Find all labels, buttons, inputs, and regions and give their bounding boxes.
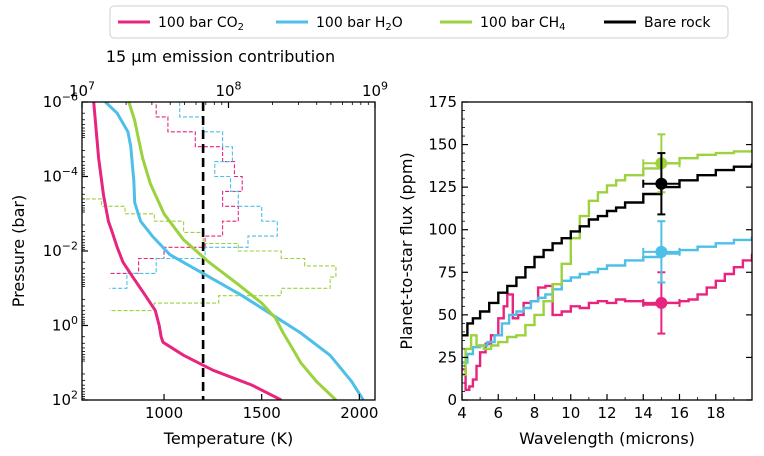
data-point [655,245,668,258]
legend-box [109,5,729,39]
y-tick-label: 150 [428,136,457,154]
x-tick-label: 6 [493,404,503,422]
data-point [655,296,668,309]
y-tick-label: 175 [428,93,457,111]
y-tick-label: 102 [52,388,78,409]
x-tick-label: 8 [530,404,540,422]
x-tick-label: 16 [670,404,689,422]
y-tick-label: 100 [428,221,457,239]
y-tick-label: 100 [52,314,78,335]
x-tick-label: 14 [634,404,653,422]
legend-label: 100 bar CO2 [158,15,244,33]
data-point [655,177,668,190]
y-tick-label: 10−2 [43,239,78,260]
x-tick-label: 2000 [340,404,378,422]
right-plot-frame [461,101,753,401]
y-tick-label: 75 [438,263,457,281]
y-tick-label: 125 [428,178,457,196]
x-axis-label: Temperature (K) [163,429,293,448]
spectrum-line [462,149,752,376]
y-tick-label: 25 [438,348,457,366]
top-tick-label: 108 [215,79,241,100]
spectrum-line [462,236,752,364]
tp-profile-line [92,102,282,400]
legend-label: 100 bar H2O [316,15,403,33]
legend-label: Bare rock [644,15,711,31]
y-tick-label: 10−6 [43,90,78,111]
tp-profile-line [104,102,365,400]
x-tick-label: 1000 [145,404,183,422]
spectrum-line [462,253,752,391]
y-axis-label: Pressure (bar) [9,195,28,307]
y-tick-label: 50 [438,306,457,324]
y-axis-label: Planet-to-star flux (ppm) [397,152,416,349]
y-tick-label: 0 [447,391,457,409]
contribution-function-line [109,102,278,289]
x-tick-label: 12 [597,404,616,422]
x-axis-label: Wavelength (microns) [519,429,695,448]
x-tick-label: 4 [457,404,467,422]
x-tick-label: 1500 [243,404,281,422]
x-tick-label: 18 [706,404,725,422]
tp-profile-line [127,102,337,400]
top-tick-label: 107 [69,79,95,100]
top-axis-label: 15 μm emission contribution [106,47,335,66]
x-tick-label: 10 [561,404,580,422]
y-tick-label: 10−4 [43,165,78,186]
contribution-function-line [85,198,337,312]
top-tick-label: 109 [362,79,388,100]
legend-label: 100 bar CH4 [480,15,566,33]
